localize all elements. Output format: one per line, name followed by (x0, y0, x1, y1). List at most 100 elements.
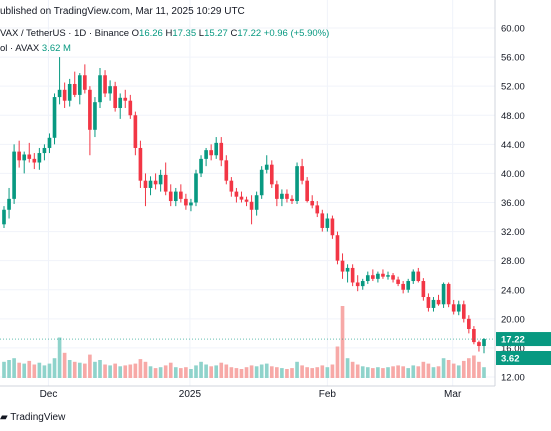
volume-bar (275, 367, 279, 378)
volume-bar (320, 365, 325, 378)
candle-body (47, 137, 52, 148)
volume-bar (168, 362, 173, 378)
candle-body (269, 164, 274, 185)
candle-body (103, 75, 107, 94)
volume-bar (254, 366, 259, 378)
volume-bar (138, 359, 143, 378)
candle-body (214, 142, 219, 156)
candle-body (199, 158, 203, 174)
candle-body (52, 97, 57, 138)
brand-name: TradingView (10, 412, 66, 423)
volume-bar (264, 363, 269, 378)
change-value: +0.96 (+5.90%) (263, 28, 330, 39)
volume-bar (446, 360, 451, 378)
last-volume-tag (496, 351, 551, 365)
tradingview-brand: ▰ TradingView (0, 412, 65, 423)
last-price-label: 17.22 (501, 335, 525, 346)
volume-bar (365, 367, 370, 378)
candle-body (168, 191, 173, 202)
low-label: L (198, 28, 205, 39)
candle-body (143, 180, 148, 188)
low-value: 15.27 (204, 28, 228, 39)
tradingview-logo-icon: ▰ (0, 412, 11, 423)
volume-bar (355, 364, 360, 378)
volume-bar (158, 367, 163, 378)
grid-lines (0, 0, 495, 386)
volume-bar (371, 368, 375, 378)
y-tick-label: 32.00 (501, 227, 525, 238)
volume-bar (431, 367, 436, 378)
volume-bar (325, 367, 330, 378)
y-tick-label: 40.00 (501, 169, 525, 180)
volume-bar (386, 367, 390, 378)
volume-bar (461, 360, 466, 378)
candle-body (153, 180, 158, 185)
candle-body (335, 235, 340, 261)
candle-body (315, 205, 320, 214)
volume-bar (7, 360, 11, 378)
volume-bar (467, 358, 471, 378)
volume-bar (123, 365, 128, 378)
y-tick-label: 20.00 (501, 314, 525, 325)
candle-body (482, 339, 486, 347)
candle-body (396, 279, 400, 284)
volume-bar (482, 367, 486, 378)
candle-body (83, 75, 87, 90)
volume-bar (209, 366, 213, 378)
y-tick-label: 56.00 (501, 53, 525, 64)
high-label: H (165, 28, 173, 39)
volume-bar (173, 367, 178, 378)
candle-body (446, 283, 451, 305)
last-price-tag (496, 332, 551, 347)
candle-body (204, 150, 208, 159)
volume-bar (315, 367, 320, 378)
volume-bar (244, 367, 249, 378)
candlesticks (2, 57, 486, 354)
candle-body (340, 260, 345, 272)
candle-body (391, 275, 395, 280)
candle-body (108, 86, 112, 94)
candle-body (285, 193, 289, 199)
volume-bar (300, 365, 304, 378)
candle-body (133, 115, 138, 148)
y-tick-label: 24.00 (501, 285, 525, 296)
volume-bars (2, 306, 486, 378)
candle-body (477, 342, 481, 347)
volume-bar (416, 366, 421, 378)
candle-body (295, 166, 299, 202)
volume-bar (350, 361, 355, 378)
volume-bar (12, 358, 16, 378)
volume-bar (57, 337, 62, 378)
candle-body (88, 89, 92, 130)
candle-body (27, 154, 32, 159)
volume-bar (133, 363, 138, 378)
candle-body (320, 213, 325, 228)
candle-body (290, 198, 294, 202)
candle-body (411, 271, 416, 282)
candle-body (421, 281, 426, 298)
y-tick-label: 52.00 (501, 82, 525, 93)
volume-bar (477, 361, 481, 378)
last-volume-label: 3.62 (501, 354, 520, 365)
candle-body (416, 271, 421, 282)
candle-body (219, 142, 224, 161)
candle-body (249, 201, 254, 210)
candle-body (472, 329, 476, 343)
volume-bar (148, 366, 153, 378)
volume-bar (345, 358, 350, 378)
candle-body (386, 275, 390, 277)
candle-body (254, 195, 259, 210)
volume-bar (426, 363, 431, 378)
volume-bar (143, 361, 148, 378)
candle-body (17, 151, 21, 161)
candle-body (325, 218, 330, 228)
volume-bar (42, 365, 47, 378)
volume-bar (37, 362, 42, 378)
candle-body (264, 164, 269, 170)
volume-bar (88, 354, 92, 378)
candle-body (355, 282, 360, 287)
candle-body (300, 166, 304, 181)
volume-bar (118, 366, 123, 378)
candle-body (67, 83, 72, 101)
